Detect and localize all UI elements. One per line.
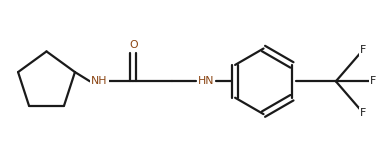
Text: F: F xyxy=(360,45,367,55)
Text: O: O xyxy=(129,40,138,50)
Text: F: F xyxy=(360,108,367,118)
Text: NH: NH xyxy=(91,76,108,86)
Text: HN: HN xyxy=(198,76,214,86)
Text: F: F xyxy=(370,76,376,86)
